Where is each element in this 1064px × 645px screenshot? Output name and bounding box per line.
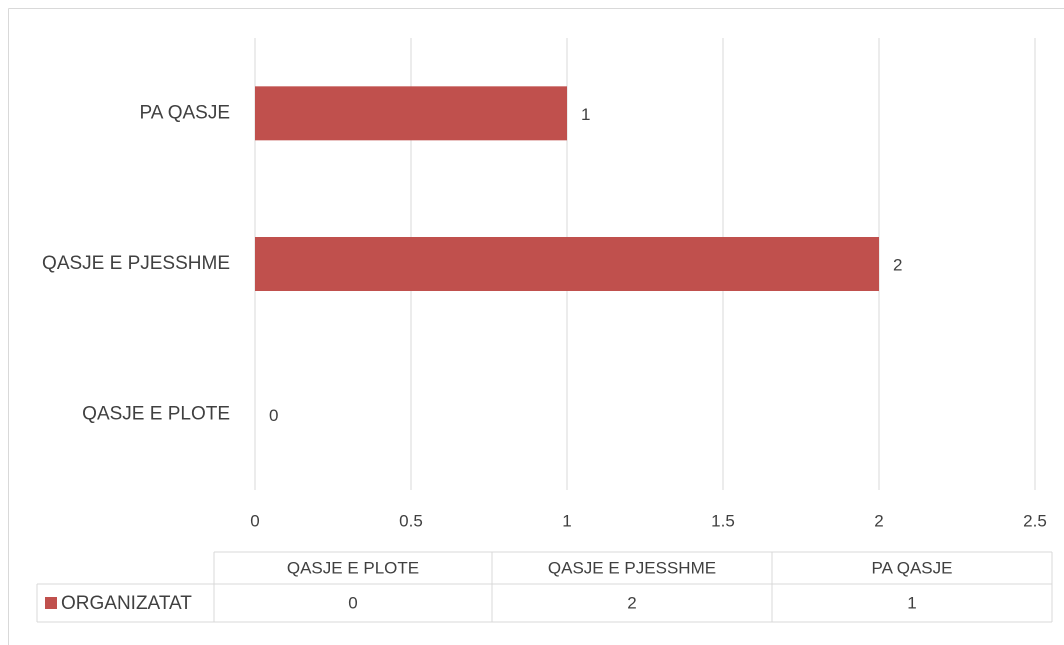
data-label: 1	[581, 105, 590, 124]
table-header: QASJE E PLOTE	[287, 558, 419, 577]
y-tick-label: QASJE E PJESSHME	[42, 253, 230, 274]
legend-swatch	[45, 597, 57, 609]
table-value: 0	[348, 593, 357, 612]
table-value: 1	[907, 593, 916, 612]
x-tick-label: 0.5	[399, 511, 423, 530]
x-tick-label: 1	[562, 511, 571, 530]
x-tick-label: 1.5	[711, 511, 735, 530]
table-value: 2	[627, 593, 636, 612]
y-tick-label: PA QASJE	[140, 102, 230, 123]
data-label: 0	[269, 406, 278, 425]
data-label: 2	[893, 255, 902, 274]
table-header: PA QASJE	[872, 558, 953, 577]
table-header: QASJE E PJESSHME	[548, 558, 716, 577]
x-tick-label: 0	[250, 511, 259, 530]
y-tick-label: QASJE E PLOTE	[82, 404, 230, 425]
x-tick-label: 2	[874, 511, 883, 530]
bar	[255, 237, 879, 291]
legend-label: ORGANIZATAT	[61, 593, 192, 614]
bar	[255, 86, 567, 141]
x-tick-label: 2.5	[1023, 511, 1047, 530]
